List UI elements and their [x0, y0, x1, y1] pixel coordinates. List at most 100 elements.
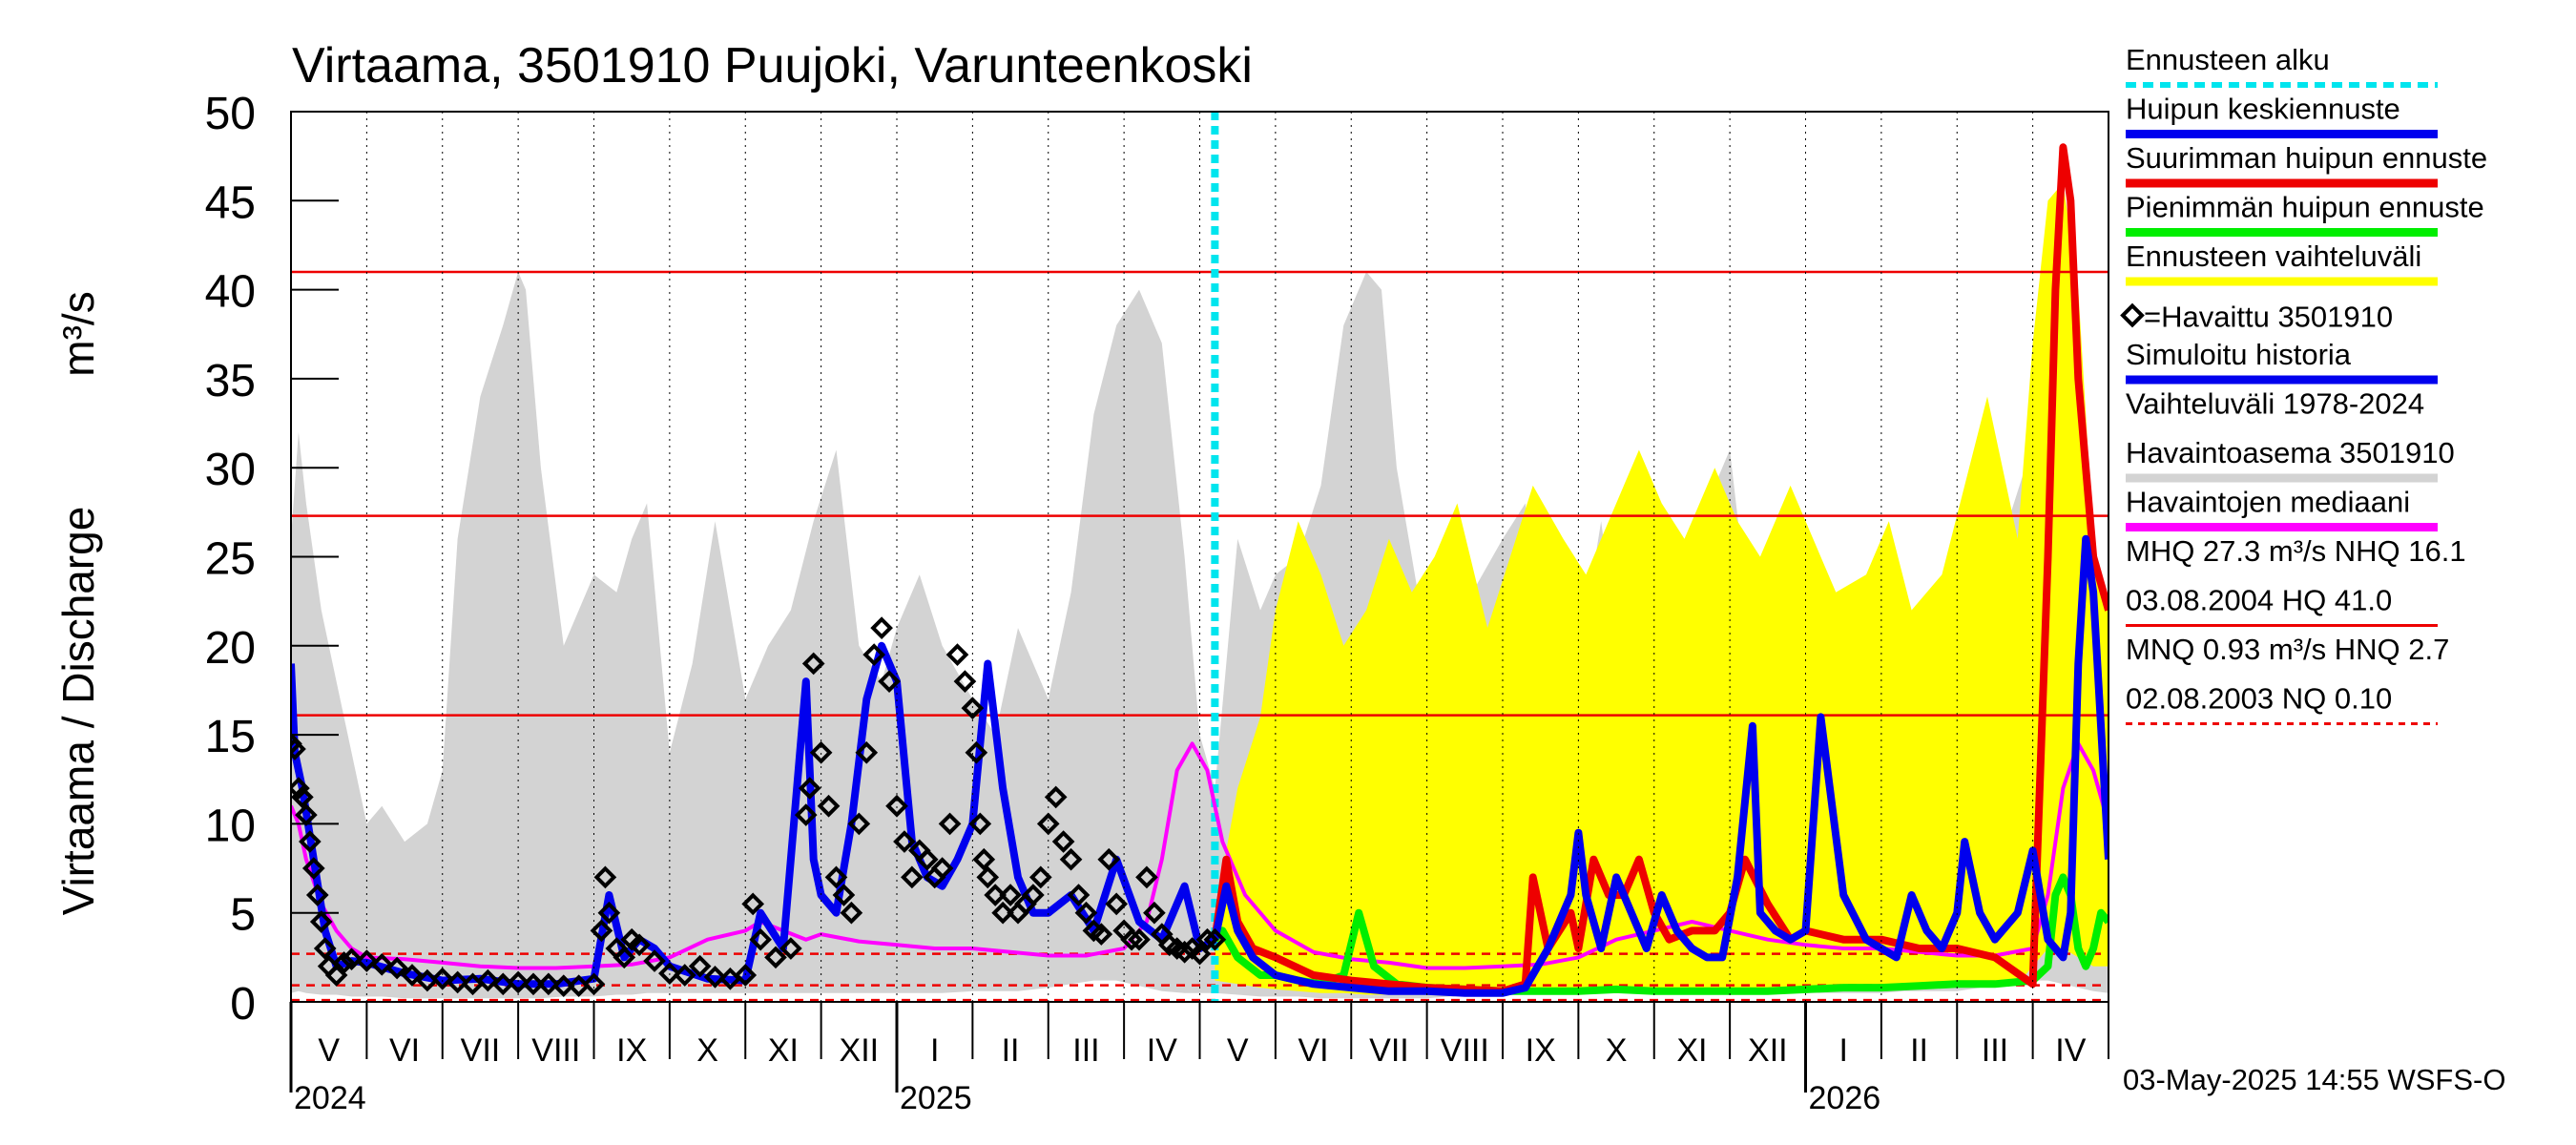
observed-point: [522, 972, 545, 996]
x-grid: [365, 112, 2034, 1002]
observed-point: [1143, 901, 1166, 925]
month-label: IX: [616, 1032, 647, 1069]
month-label: VI: [1298, 1032, 1329, 1069]
observed-point: [1090, 923, 1113, 946]
month-label: XII: [1748, 1032, 1788, 1069]
series-huipun-keskiennuste: [1211, 534, 2109, 997]
y-tick-label: 45: [205, 177, 256, 228]
legend-label: 03.08.2004 HQ 41.0: [2126, 584, 2392, 617]
observed-point: [832, 884, 856, 906]
observed-point: [847, 812, 871, 836]
y-axis-title: Virtaama / Discharge m³/s: [53, 291, 103, 915]
observed-point: [1188, 942, 1212, 966]
y-axis: 0 5 10 15 20 25 30 35 40 45 50: [205, 89, 339, 1030]
month-label: XI: [1676, 1032, 1707, 1069]
observed-point: [324, 964, 348, 987]
x-axis: V VI VII VIII IX X XI XII I II III IV V VI VII VIII IX X X…: [289, 1002, 2109, 1116]
series-lines: [291, 143, 2109, 998]
observed-point: [930, 857, 954, 880]
observed-point: [878, 670, 901, 693]
observed-point: [1203, 927, 1227, 951]
month-label: VIII: [531, 1032, 580, 1069]
observed-point: [1028, 865, 1052, 889]
observed-point: [938, 812, 962, 836]
observed-point: [1195, 927, 1219, 951]
y-tick-label: 30: [205, 445, 256, 495]
month-label: XII: [840, 1032, 880, 1069]
observed-point: [299, 830, 322, 853]
observed-point: [597, 901, 621, 925]
observed-point: [794, 803, 818, 826]
observed-point: [507, 970, 530, 994]
month-label: XI: [768, 1032, 799, 1069]
legend-label: =Havaittu 3501910: [2144, 301, 2393, 334]
month-label: X: [1606, 1032, 1628, 1069]
y-tick-label: 5: [230, 890, 256, 941]
observed-point: [798, 777, 821, 800]
observed-point: [385, 956, 408, 980]
series-havaintojen-mediaani: [291, 741, 2109, 970]
month-label: IV: [1147, 1032, 1177, 1069]
observed-point: [643, 949, 666, 972]
observed-point: [999, 884, 1022, 906]
month-label: II: [1002, 1032, 1020, 1069]
observed-point: [991, 901, 1014, 925]
observed-point: [779, 937, 802, 960]
y-tick-label: 20: [205, 623, 256, 674]
observed-point: [1036, 812, 1060, 836]
month-label: III: [1072, 1032, 1099, 1069]
month-label: VI: [389, 1032, 420, 1069]
legend-label: Ennusteen alku: [2126, 43, 2330, 76]
observed-point: [688, 954, 712, 978]
legend-label: Simuloitu historia: [2126, 338, 2352, 371]
observed-point: [1022, 884, 1045, 906]
month-label: I: [930, 1032, 939, 1069]
year-label: 2024: [294, 1080, 366, 1116]
observed-point: [972, 847, 996, 871]
month-label: V: [1227, 1032, 1249, 1069]
observed-point: [370, 952, 394, 976]
y-tick-label: 10: [205, 801, 256, 851]
observed-point: [862, 643, 886, 666]
legend-label: MNQ 0.93 m³/s HNQ 2.7: [2126, 633, 2449, 666]
observed-point: [628, 933, 651, 957]
observed-point: [1120, 927, 1143, 951]
legend: Ennusteen alku Huipun keskiennuste Suurimm…: [2120, 43, 2487, 725]
observed-point: [764, 946, 787, 969]
year-label: 2025: [900, 1080, 972, 1116]
observed-point: [817, 794, 841, 818]
observed-point: [1173, 940, 1196, 964]
observed-point: [855, 740, 879, 764]
legend-label: MHQ 27.3 m³/s NHQ 16.1: [2126, 534, 2466, 568]
month-label: I: [1839, 1032, 1847, 1069]
observed-point: [840, 901, 863, 925]
y-tick-label: 15: [205, 712, 256, 762]
observed-point: [1059, 847, 1083, 871]
year-label: 2026: [1809, 1080, 1881, 1116]
observed-point: [824, 865, 848, 889]
observed-point: [658, 962, 681, 985]
range-bands: [291, 182, 2109, 999]
observed-point: [749, 927, 772, 951]
chart-title: Virtaama, 3501910 Puujoki, Varunteenkosk…: [292, 38, 1253, 94]
observed-point: [801, 652, 825, 676]
observed-point: [703, 966, 727, 989]
observed-point: [1135, 865, 1158, 889]
observed-point: [945, 643, 969, 666]
legend-label: Pienimmän huipun ennuste: [2126, 191, 2484, 224]
observed-point: [984, 884, 1008, 906]
observed-point: [301, 857, 325, 880]
observed-point: [355, 949, 379, 972]
series-suurimman-huipun-ennuste: [1211, 143, 2109, 995]
observed-point: [741, 892, 765, 916]
observed-point: [953, 670, 977, 693]
month-label: VIII: [1441, 1032, 1489, 1069]
legend-label: Vaihteluväli 1978-2024: [2126, 387, 2424, 421]
observed-point: [291, 738, 306, 760]
month-label: VII: [461, 1032, 501, 1069]
observed-point: [332, 951, 356, 974]
observed-point: [1097, 847, 1121, 871]
observed-point: [291, 777, 310, 800]
observed-point: [1128, 927, 1151, 951]
observed-point: [915, 847, 939, 871]
